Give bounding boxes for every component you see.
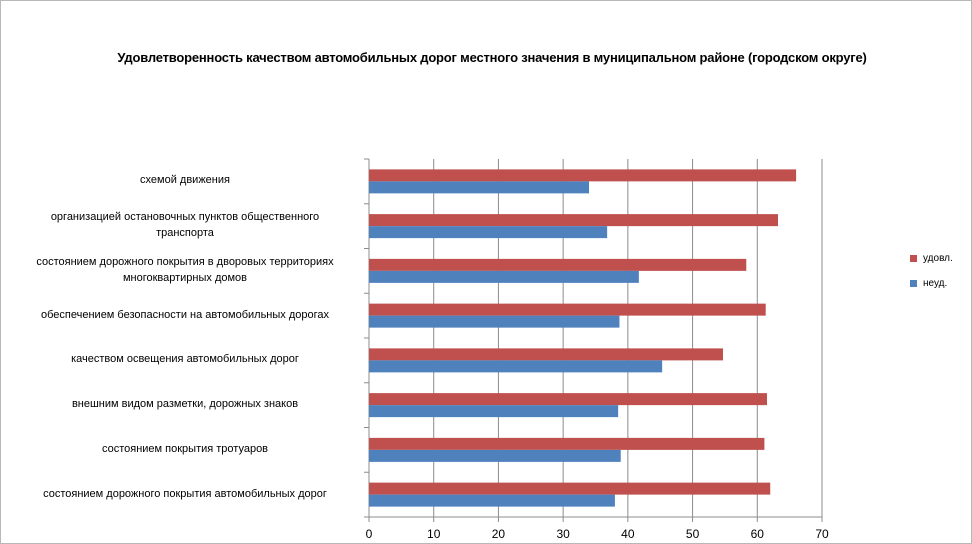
x-tick-label: 60 — [751, 527, 765, 541]
bar-neud-3 — [369, 270, 639, 283]
category-label-line: состоянием дорожного покрытия автомобиль… — [43, 487, 327, 500]
bar-neud-7 — [369, 449, 621, 462]
legend-swatch — [910, 255, 917, 262]
category-label-line: организацией остановочных пунктов общест… — [50, 211, 320, 224]
bar-neud-4 — [369, 315, 620, 328]
legend-label: неуд. — [923, 278, 948, 289]
chart-title: Удовлетворенность качеством автомобильны… — [117, 50, 867, 65]
bar-udovl-8 — [369, 482, 771, 495]
category-label-line: состоянием дорожного покрытия в дворовых… — [36, 255, 334, 268]
x-tick-label: 10 — [427, 527, 441, 541]
bar-neud-1 — [369, 181, 590, 194]
bar-udovl-3 — [369, 258, 747, 271]
legend-item: удовл. — [910, 253, 953, 264]
category-label-line: внешним видом разметки, дорожных знаков — [71, 398, 299, 411]
legend-item: неуд. — [910, 278, 947, 289]
bar-udovl-1 — [369, 169, 797, 182]
category-label-line: схемой движения — [140, 174, 230, 187]
category-label: организацией остановочных пунктов общест… — [15, 209, 355, 241]
category-label-line: обеспечением безопасности на автомобильн… — [41, 308, 329, 321]
x-tick-label: 30 — [556, 527, 570, 541]
bar-neud-2 — [369, 226, 608, 239]
category-label: схемой движения — [15, 172, 355, 188]
x-tick-label: 20 — [492, 527, 506, 541]
bar-udovl-4 — [369, 303, 766, 316]
category-label: состоянием дорожного покрытия автомобиль… — [15, 486, 355, 502]
bar-udovl-6 — [369, 393, 767, 406]
x-tick-label: 0 — [366, 527, 373, 541]
x-tick-label: 70 — [815, 527, 829, 541]
category-label-line: качеством освещения автомобильных дорог — [71, 353, 299, 366]
bar-udovl-2 — [369, 214, 778, 227]
category-label: состоянием дорожного покрытия в дворовых… — [15, 254, 355, 286]
legend-label: удовл. — [923, 253, 953, 264]
bar-udovl-5 — [369, 348, 723, 361]
bar-neud-5 — [369, 360, 663, 373]
category-label-line: многоквартирных домов — [122, 271, 248, 284]
bar-neud-6 — [369, 405, 619, 418]
category-label: качеством освещения автомобильных дорог — [15, 351, 355, 367]
bar-neud-8 — [369, 494, 615, 507]
bar-udovl-7 — [369, 437, 765, 450]
category-label: состоянием покрытия тротуаров — [15, 441, 355, 457]
category-label: обеспечением безопасности на автомобильн… — [15, 307, 355, 323]
category-label-line: состоянием покрытия тротуаров — [101, 442, 269, 455]
x-tick-label: 50 — [686, 527, 700, 541]
legend-swatch — [910, 280, 917, 287]
category-label: внешним видом разметки, дорожных знаков — [15, 396, 355, 412]
category-label-line: транспорта — [156, 227, 214, 240]
x-tick-label: 40 — [621, 527, 635, 541]
